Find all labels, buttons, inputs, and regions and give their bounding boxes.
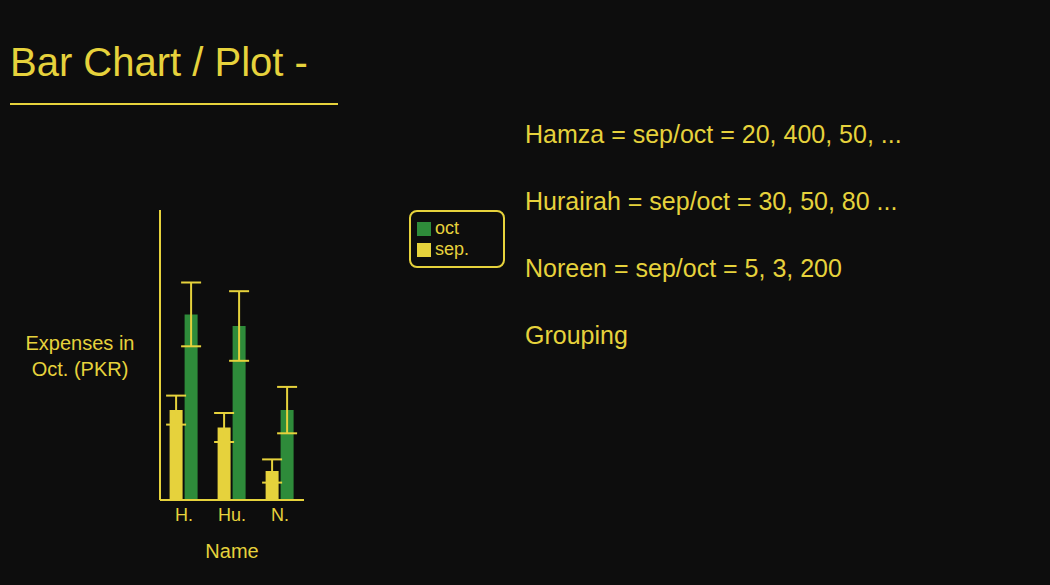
html-text:Noreen = sep/oct = 5, 3, 200: Noreen = sep/oct = 5, 3, 200: [525, 254, 842, 282]
html-text:Grouping: Grouping: [525, 321, 628, 349]
html-text:oct: oct: [435, 218, 459, 238]
svg-text:Hu.: Hu.: [218, 505, 246, 525]
svg-text:H.: H.: [175, 505, 193, 525]
svg-text:Name: Name: [205, 540, 258, 562]
svg-text:N.: N.: [271, 505, 289, 525]
html-text:Hamza = sep/oct = 20, 400, 50,: Hamza = sep/oct = 20, 400, 50, ...: [525, 120, 902, 148]
html-text:Expenses in Oct. (PKR): Expenses in Oct. (PKR): [25, 332, 135, 380]
html-text:Hurairah = sep/oct = 30, 50, 8: Hurairah = sep/oct = 30, 50, 80 ...: [525, 187, 898, 215]
html-text:sep.: sep.: [435, 239, 469, 259]
html-text:Bar Chart / Plot -: Bar Chart / Plot -: [10, 40, 308, 84]
